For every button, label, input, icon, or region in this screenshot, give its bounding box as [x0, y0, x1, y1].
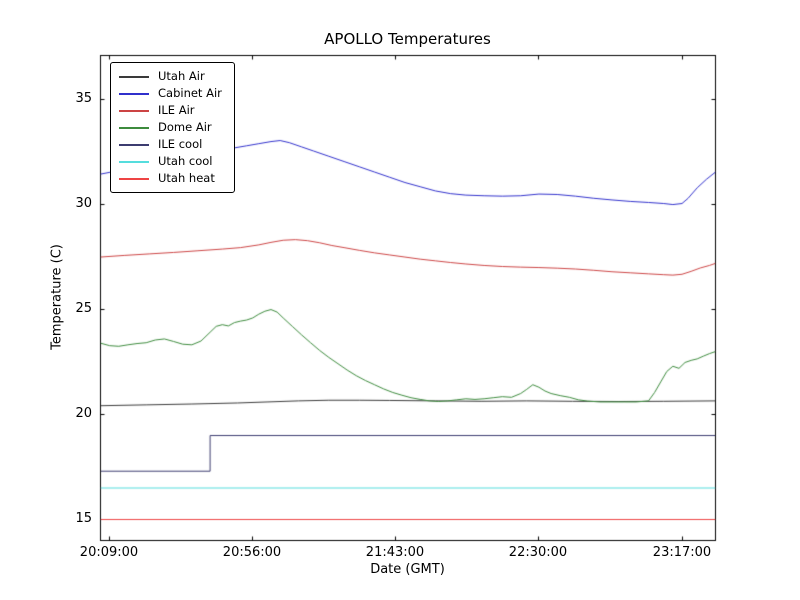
legend-label: Utah Air: [158, 69, 205, 83]
y-tick-label: 15: [75, 511, 92, 526]
y-tick-label: 30: [75, 196, 92, 211]
x-tick-label: 20:56:00: [222, 545, 282, 560]
legend-label: Dome Air: [158, 120, 212, 134]
legend-line-swatch: [119, 126, 149, 129]
chart-title: APOLLO Temperatures: [324, 30, 491, 48]
x-tick-label: 21:43:00: [365, 545, 425, 560]
legend-item: Utah Air: [119, 68, 222, 85]
x-axis-label: Date (GMT): [370, 562, 445, 577]
legend-line-swatch: [119, 92, 149, 95]
legend: Utah Air Cabinet Air ILE Air Dome Air ILE co…: [110, 62, 235, 193]
x-tick-label: 23:17:00: [652, 545, 712, 560]
y-tick-label: 35: [75, 91, 92, 106]
legend-item: ILE Air: [119, 102, 222, 119]
legend-label: Cabinet Air: [158, 86, 222, 100]
legend-item: Utah cool: [119, 153, 222, 170]
legend-line-swatch: [119, 160, 149, 163]
y-tick-label: 20: [75, 406, 92, 421]
x-tick-label: 22:30:00: [508, 545, 568, 560]
legend-label: ILE Air: [158, 103, 195, 117]
x-tick-label: 20:09:00: [79, 545, 139, 560]
legend-label: Utah cool: [158, 154, 213, 168]
legend-line-swatch: [119, 75, 149, 78]
legend-item: Utah heat: [119, 170, 222, 187]
legend-line-swatch: [119, 143, 149, 146]
legend-item: ILE cool: [119, 136, 222, 153]
legend-label: ILE cool: [158, 137, 203, 151]
legend-line-swatch: [119, 109, 149, 112]
legend-item: Cabinet Air: [119, 85, 222, 102]
legend-item: Dome Air: [119, 119, 222, 136]
legend-label: Utah heat: [158, 171, 215, 185]
y-tick-label: 25: [75, 301, 92, 316]
legend-line-swatch: [119, 177, 149, 180]
y-axis-label: Temperature (C): [49, 244, 65, 350]
